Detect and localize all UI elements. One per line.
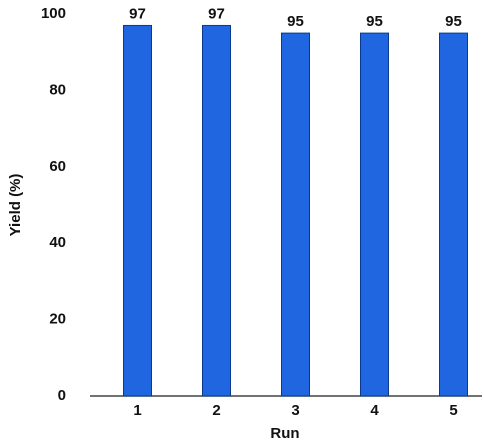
bar [360, 32, 389, 397]
x-tick-label: 4 [370, 402, 379, 419]
x-tick-label: 2 [212, 402, 220, 419]
y-axis-label: Yield (%) [7, 174, 24, 237]
data-label: 97 [208, 5, 225, 22]
y-tick-label: 80 [49, 81, 66, 98]
x-axis-label: Run [270, 425, 299, 442]
bar [281, 32, 310, 397]
data-label: 95 [287, 13, 304, 30]
x-tick-label: 3 [291, 402, 299, 419]
y-tick-label: 100 [41, 5, 66, 22]
x-tick-label: 1 [133, 402, 141, 419]
y-tick-label: 20 [49, 311, 66, 328]
data-label: 97 [129, 5, 146, 22]
data-label: 95 [366, 13, 383, 30]
data-label: 95 [445, 13, 462, 30]
y-tick-label: 0 [58, 387, 66, 404]
y-tick-label: 60 [49, 158, 66, 175]
y-tick-label: 40 [49, 234, 66, 251]
bar [439, 32, 468, 397]
x-tick-label: 5 [449, 402, 457, 419]
bar [123, 24, 152, 397]
bar [202, 24, 231, 397]
